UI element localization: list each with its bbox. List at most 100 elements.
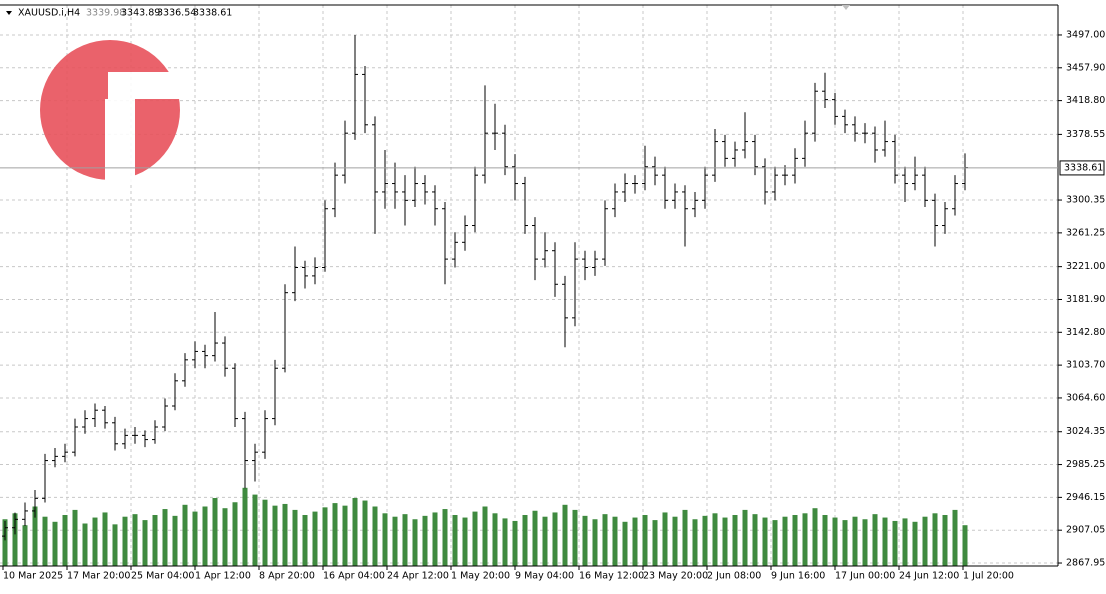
volume-bar bbox=[582, 515, 588, 566]
last-close: 3338.61 bbox=[193, 8, 232, 19]
volume-bar bbox=[772, 520, 778, 566]
volume-bar bbox=[82, 523, 88, 566]
volume-bar bbox=[952, 509, 958, 566]
volume-bar bbox=[842, 520, 848, 566]
volume-bar bbox=[232, 502, 238, 566]
x-tick-label: 10 Mar 2025 bbox=[3, 571, 63, 582]
volume-bar bbox=[482, 506, 488, 566]
volume-bar bbox=[462, 517, 468, 566]
volume-bar bbox=[342, 505, 348, 566]
volume-bar bbox=[562, 504, 568, 566]
volume bbox=[2, 487, 968, 566]
volume-bar bbox=[222, 508, 228, 566]
symbol: XAUUSD.i,H4 bbox=[18, 8, 80, 19]
y-tick-label: 3457.90 bbox=[1066, 62, 1105, 73]
volume-bar bbox=[802, 513, 808, 566]
volume-bar bbox=[302, 515, 308, 566]
volume-bar bbox=[962, 525, 968, 566]
volume-bar bbox=[572, 509, 578, 566]
y-tick-label: 3103.70 bbox=[1066, 360, 1105, 371]
last-open: 3339.98 bbox=[86, 8, 125, 19]
volume-bar bbox=[622, 521, 628, 566]
volume-bar bbox=[352, 498, 358, 566]
volume-bar bbox=[782, 516, 788, 566]
bars bbox=[2, 34, 968, 541]
volume-bar bbox=[742, 509, 748, 566]
volume-bar bbox=[932, 513, 938, 566]
volume-bar bbox=[212, 498, 218, 566]
y-tick-label: 3418.80 bbox=[1066, 95, 1105, 106]
volume-bar bbox=[512, 520, 518, 566]
x-tick-label: 9 May 04:00 bbox=[515, 571, 574, 582]
axes: 3497.00 3457.90 3418.80 3378.55 3300.35 3261.… bbox=[0, 29, 1105, 582]
x-tick-label: 2 Jun 08:00 bbox=[707, 571, 761, 582]
volume-bar bbox=[712, 513, 718, 566]
x-tick-label: 16 May 12:00 bbox=[579, 571, 644, 582]
volume-bar bbox=[632, 517, 638, 566]
volume-bar bbox=[702, 515, 708, 566]
y-tick-label: 2907.05 bbox=[1066, 525, 1105, 536]
volume-bar bbox=[652, 520, 658, 566]
volume-bar bbox=[592, 519, 598, 566]
volume-bar bbox=[52, 521, 58, 566]
volume-bar bbox=[12, 513, 18, 566]
y-tick-label: 3378.55 bbox=[1066, 129, 1105, 140]
volume-bar bbox=[162, 509, 168, 566]
volume-bar bbox=[202, 506, 208, 566]
volume-bar bbox=[902, 518, 908, 566]
x-tick-label: 1 Jul 20:00 bbox=[963, 571, 1014, 582]
volume-bar bbox=[22, 525, 28, 566]
last-high: 3343.89 bbox=[121, 8, 160, 19]
scroll-marker bbox=[842, 5, 850, 10]
volume-bar bbox=[662, 512, 668, 566]
volume-bar bbox=[612, 516, 618, 566]
volume-bar bbox=[812, 508, 818, 566]
x-tick-label: 23 May 20:00 bbox=[643, 571, 708, 582]
volume-bar bbox=[942, 515, 948, 566]
volume-bar bbox=[382, 513, 388, 566]
last-price-box bbox=[1059, 160, 1105, 176]
y-tick-label: 3497.00 bbox=[1066, 29, 1105, 40]
volume-bar bbox=[292, 509, 298, 566]
volume-bar bbox=[492, 513, 498, 566]
volume-bar bbox=[432, 512, 438, 566]
volume-bar bbox=[42, 516, 48, 566]
x-tick-label: 16 Apr 04:00 bbox=[323, 571, 385, 582]
volume-bar bbox=[92, 517, 98, 566]
volume-bar bbox=[792, 515, 798, 566]
volume-bar bbox=[822, 515, 828, 566]
volume-bar bbox=[62, 515, 68, 566]
volume-bar bbox=[442, 509, 448, 566]
x-tick-label: 25 Mar 04:00 bbox=[131, 571, 194, 582]
volume-bar bbox=[762, 517, 768, 566]
volume-bar bbox=[112, 524, 118, 566]
x-tick-label: 24 Apr 12:00 bbox=[387, 571, 449, 582]
volume-bar bbox=[132, 514, 138, 566]
volume-bar bbox=[422, 515, 428, 566]
x-tick-label: 17 Mar 20:00 bbox=[67, 571, 130, 582]
volume-bar bbox=[502, 518, 508, 566]
volume-bar bbox=[2, 519, 8, 566]
y-tick-label: 2946.15 bbox=[1066, 492, 1105, 503]
y-tick-label: 3064.60 bbox=[1066, 392, 1105, 403]
volume-bar bbox=[332, 503, 338, 566]
y-tick-label: 3181.90 bbox=[1066, 294, 1105, 305]
volume-bar bbox=[272, 505, 278, 566]
menu-arrow bbox=[6, 11, 12, 15]
volume-bar bbox=[692, 519, 698, 566]
volume-bar bbox=[912, 521, 918, 566]
volume-bar bbox=[832, 517, 838, 566]
volume-bar bbox=[262, 499, 268, 566]
logo-cut bbox=[105, 99, 135, 182]
volume-bar bbox=[142, 520, 148, 566]
volume-bar bbox=[402, 514, 408, 566]
x-tick-label: 8 Apr 20:00 bbox=[259, 571, 315, 582]
volume-bar bbox=[892, 520, 898, 566]
volume-bar bbox=[722, 517, 728, 566]
volume-bar bbox=[122, 516, 128, 566]
x-tick-label: 1 Apr 12:00 bbox=[195, 571, 251, 582]
x-tick-label: 24 Jun 12:00 bbox=[899, 571, 959, 582]
volume-bar bbox=[452, 515, 458, 566]
volume-bar bbox=[242, 487, 248, 566]
